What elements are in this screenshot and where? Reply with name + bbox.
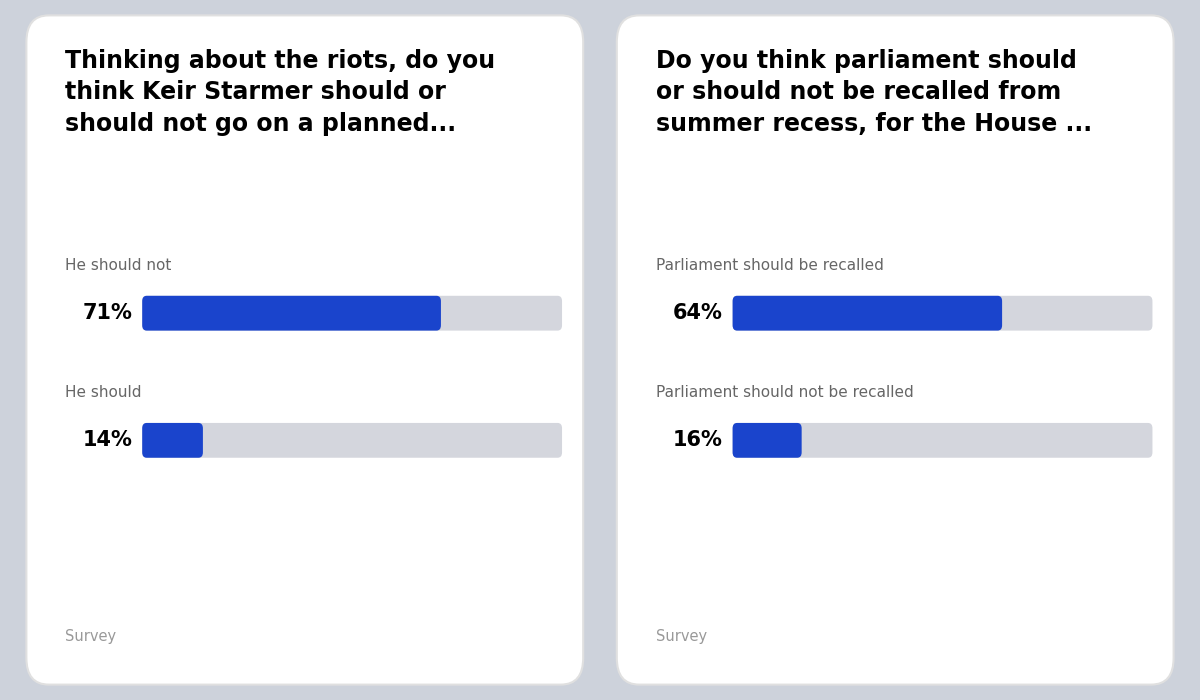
Text: 71%: 71%: [83, 303, 132, 323]
Text: Survey: Survey: [655, 629, 707, 645]
FancyBboxPatch shape: [733, 296, 1002, 330]
Text: He should not: He should not: [65, 258, 172, 273]
Text: Do you think parliament should
or should not be recalled from
summer recess, for: Do you think parliament should or should…: [655, 49, 1092, 136]
FancyBboxPatch shape: [617, 15, 1174, 685]
Text: Thinking about the riots, do you
think Keir Starmer should or
should not go on a: Thinking about the riots, do you think K…: [65, 49, 496, 136]
Text: 64%: 64%: [673, 303, 722, 323]
FancyBboxPatch shape: [143, 296, 562, 330]
FancyBboxPatch shape: [733, 296, 1152, 330]
Text: 16%: 16%: [673, 430, 722, 450]
FancyBboxPatch shape: [143, 423, 203, 458]
FancyBboxPatch shape: [733, 423, 802, 458]
FancyBboxPatch shape: [143, 423, 562, 458]
Text: Parliament should not be recalled: Parliament should not be recalled: [655, 385, 913, 400]
Text: Survey: Survey: [65, 629, 116, 645]
FancyBboxPatch shape: [733, 423, 1152, 458]
FancyBboxPatch shape: [26, 15, 583, 685]
Text: He should: He should: [65, 385, 142, 400]
FancyBboxPatch shape: [143, 296, 440, 330]
Text: Parliament should be recalled: Parliament should be recalled: [655, 258, 883, 273]
Text: 14%: 14%: [83, 430, 132, 450]
